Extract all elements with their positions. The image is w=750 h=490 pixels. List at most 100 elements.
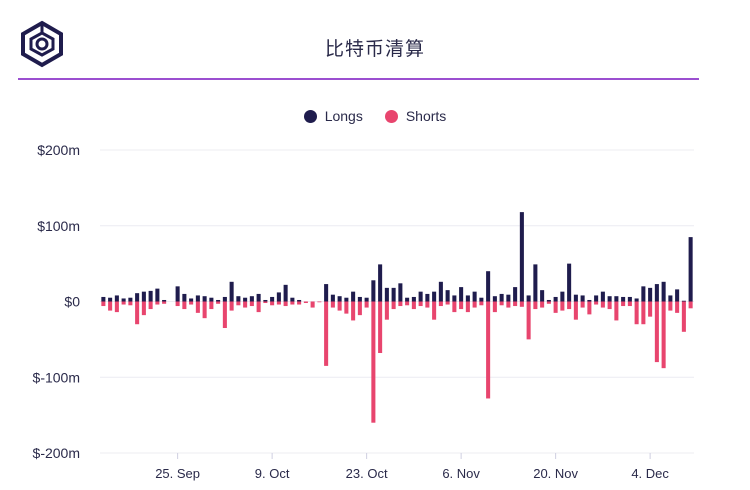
longs-bar[interactable] xyxy=(492,296,497,302)
shorts-bar[interactable] xyxy=(297,301,302,305)
longs-bar[interactable] xyxy=(425,293,430,302)
longs-bar[interactable] xyxy=(526,295,531,302)
shorts-bar[interactable] xyxy=(621,301,626,307)
shorts-bar[interactable] xyxy=(472,301,477,308)
shorts-bar[interactable] xyxy=(594,301,599,305)
shorts-bar[interactable] xyxy=(465,301,470,313)
shorts-bar[interactable] xyxy=(135,301,140,325)
longs-bar[interactable] xyxy=(675,289,680,302)
shorts-bar[interactable] xyxy=(459,301,464,310)
longs-bar[interactable] xyxy=(263,299,268,302)
shorts-bar[interactable] xyxy=(222,301,227,329)
longs-bar[interactable] xyxy=(634,298,639,302)
shorts-bar[interactable] xyxy=(270,301,275,306)
shorts-bar[interactable] xyxy=(317,301,322,303)
shorts-bar[interactable] xyxy=(141,301,146,316)
shorts-bar[interactable] xyxy=(533,301,538,310)
shorts-bar[interactable] xyxy=(148,301,153,310)
longs-bar[interactable] xyxy=(600,291,605,302)
longs-bar[interactable] xyxy=(128,297,133,302)
longs-bar[interactable] xyxy=(229,281,234,302)
longs-bar[interactable] xyxy=(371,280,376,302)
shorts-bar[interactable] xyxy=(560,301,565,311)
longs-bar[interactable] xyxy=(195,295,200,302)
longs-bar[interactable] xyxy=(270,296,275,302)
shorts-bar[interactable] xyxy=(195,301,200,313)
longs-bar[interactable] xyxy=(182,293,187,302)
shorts-bar[interactable] xyxy=(445,301,450,305)
longs-bar[interactable] xyxy=(614,296,619,302)
longs-bar[interactable] xyxy=(236,296,241,302)
shorts-bar[interactable] xyxy=(607,301,612,310)
longs-bar[interactable] xyxy=(290,297,295,302)
shorts-bar[interactable] xyxy=(567,301,572,310)
shorts-bar[interactable] xyxy=(384,301,389,320)
longs-bar[interactable] xyxy=(330,294,335,302)
shorts-bar[interactable] xyxy=(310,301,315,308)
longs-bar[interactable] xyxy=(209,297,214,302)
shorts-bar[interactable] xyxy=(499,301,504,306)
shorts-bar[interactable] xyxy=(438,301,443,307)
shorts-bar[interactable] xyxy=(432,301,437,320)
longs-bar[interactable] xyxy=(364,297,369,302)
longs-bar[interactable] xyxy=(297,299,302,302)
shorts-bar[interactable] xyxy=(236,301,241,306)
longs-bar[interactable] xyxy=(668,295,673,302)
shorts-bar[interactable] xyxy=(405,301,410,306)
longs-bar[interactable] xyxy=(283,284,288,302)
shorts-bar[interactable] xyxy=(162,301,167,304)
shorts-bar[interactable] xyxy=(580,301,585,308)
longs-bar[interactable] xyxy=(162,299,167,302)
longs-bar[interactable] xyxy=(135,293,140,302)
shorts-bar[interactable] xyxy=(256,301,261,313)
longs-bar[interactable] xyxy=(573,294,578,302)
longs-bar[interactable] xyxy=(688,237,693,302)
shorts-bar[interactable] xyxy=(114,301,119,313)
shorts-bar[interactable] xyxy=(654,301,659,363)
shorts-bar[interactable] xyxy=(121,301,126,305)
longs-bar[interactable] xyxy=(155,288,160,302)
longs-bar[interactable] xyxy=(351,291,356,302)
longs-bar[interactable] xyxy=(654,284,659,302)
shorts-bar[interactable] xyxy=(668,301,673,311)
shorts-bar[interactable] xyxy=(324,301,329,366)
shorts-bar[interactable] xyxy=(634,301,639,325)
shorts-bar[interactable] xyxy=(573,301,578,320)
longs-bar[interactable] xyxy=(324,284,329,302)
shorts-bar[interactable] xyxy=(202,301,207,319)
shorts-bar[interactable] xyxy=(209,301,214,310)
longs-bar[interactable] xyxy=(553,296,558,302)
shorts-bar[interactable] xyxy=(688,301,693,309)
longs-bar[interactable] xyxy=(486,271,491,302)
shorts-bar[interactable] xyxy=(303,301,308,304)
longs-bar[interactable] xyxy=(661,281,666,302)
longs-bar[interactable] xyxy=(249,296,254,302)
shorts-bar[interactable] xyxy=(344,301,349,314)
shorts-bar[interactable] xyxy=(243,301,248,308)
shorts-bar[interactable] xyxy=(330,301,335,308)
legend-item-longs[interactable]: Longs xyxy=(303,108,363,124)
shorts-bar[interactable] xyxy=(627,301,632,307)
longs-bar[interactable] xyxy=(114,295,119,302)
longs-bar[interactable] xyxy=(202,296,207,302)
longs-bar[interactable] xyxy=(560,291,565,302)
longs-bar[interactable] xyxy=(357,296,362,302)
longs-bar[interactable] xyxy=(479,297,484,302)
shorts-bar[interactable] xyxy=(364,301,369,308)
longs-bar[interactable] xyxy=(148,290,153,302)
longs-bar[interactable] xyxy=(519,212,524,302)
longs-bar[interactable] xyxy=(175,286,180,302)
shorts-bar[interactable] xyxy=(249,301,254,307)
shorts-bar[interactable] xyxy=(391,301,396,310)
legend-item-shorts[interactable]: Shorts xyxy=(384,108,446,124)
longs-bar[interactable] xyxy=(621,296,626,302)
longs-bar[interactable] xyxy=(121,298,126,302)
shorts-bar[interactable] xyxy=(452,301,457,313)
longs-bar[interactable] xyxy=(681,300,686,302)
shorts-bar[interactable] xyxy=(553,301,558,313)
shorts-bar[interactable] xyxy=(182,301,187,310)
longs-bar[interactable] xyxy=(587,299,592,302)
longs-bar[interactable] xyxy=(411,296,416,302)
shorts-bar[interactable] xyxy=(351,301,356,321)
longs-bar[interactable] xyxy=(459,287,464,302)
